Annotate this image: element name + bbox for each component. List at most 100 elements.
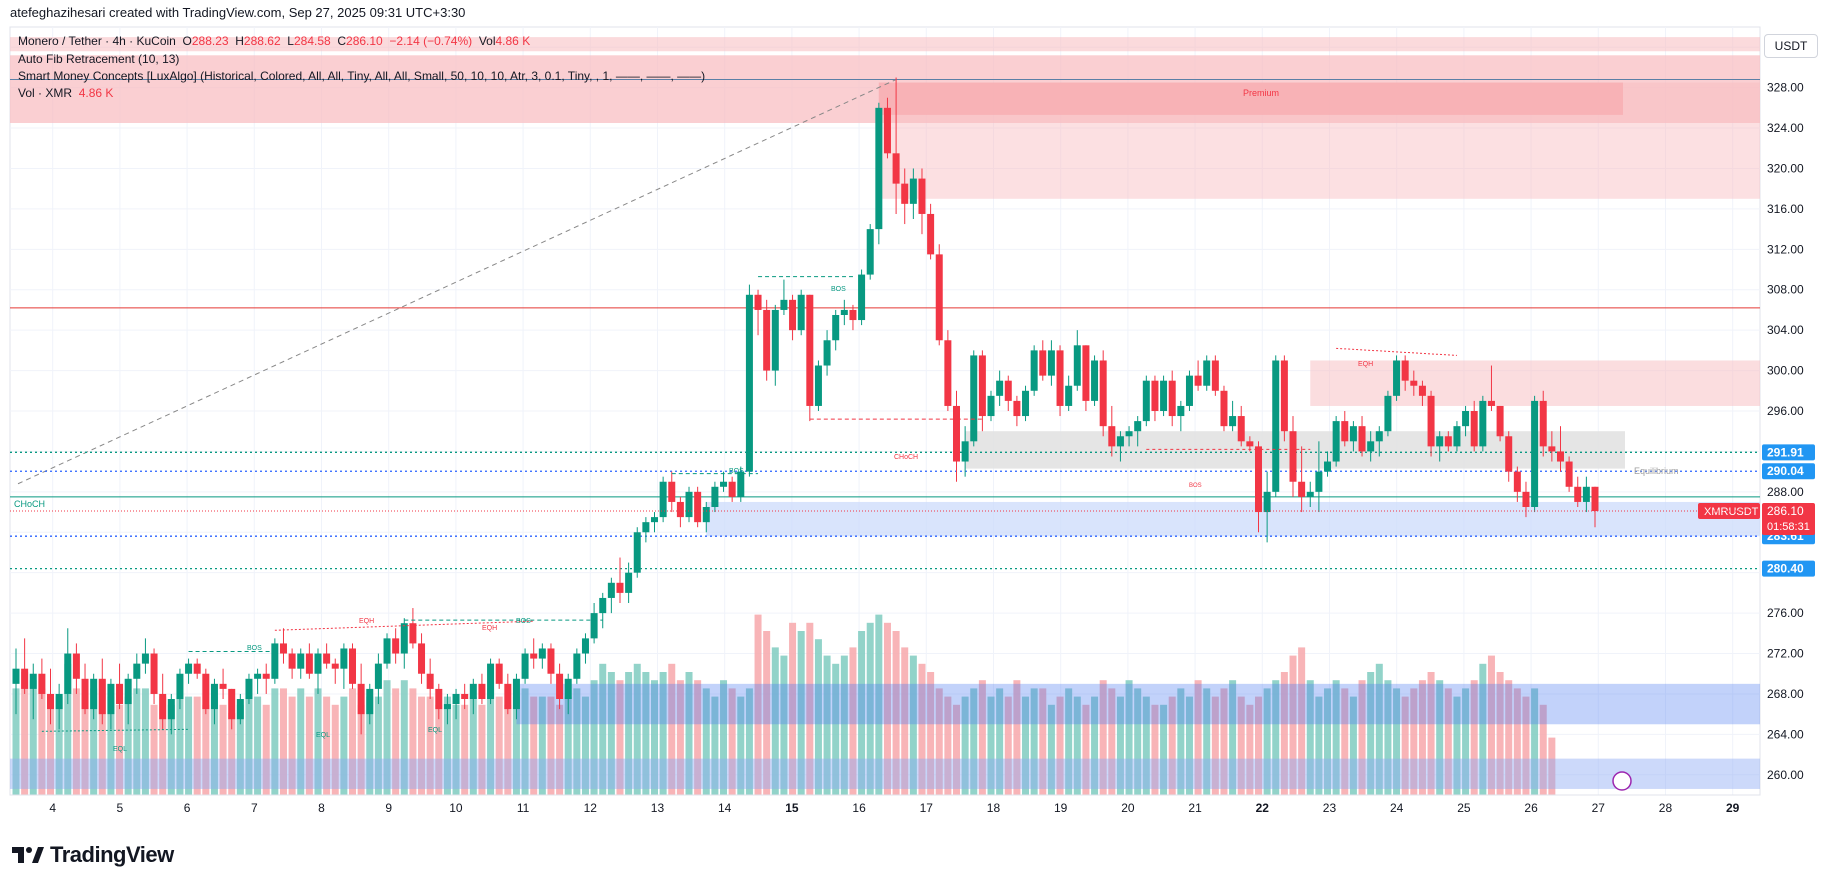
candle-body <box>1185 375 1193 406</box>
candle-body <box>573 653 581 679</box>
eql-label: EQL <box>316 732 330 739</box>
currency-button[interactable]: USDT <box>1764 34 1818 58</box>
volume-bar <box>1289 655 1297 795</box>
candle-body <box>1116 436 1124 447</box>
volume-bar <box>530 696 538 795</box>
volume-bar <box>625 672 633 795</box>
candle-body <box>1574 486 1582 502</box>
candle-body <box>409 623 417 644</box>
volume-bar <box>1358 680 1366 795</box>
volume-bar <box>866 622 874 795</box>
volume-bar <box>1211 696 1219 795</box>
candle-body <box>1047 350 1055 376</box>
volume-bar <box>487 688 495 795</box>
candle-body <box>970 355 978 442</box>
candle-body <box>176 673 184 699</box>
volume-bar <box>262 704 270 795</box>
volume-bar <box>607 672 615 795</box>
candle-body <box>1367 441 1375 452</box>
volume-bar <box>702 688 710 795</box>
x-tick-label: 6 <box>184 801 191 815</box>
attribution: atefeghazihesari created with TradingVie… <box>10 5 466 20</box>
volume-bar <box>556 704 564 795</box>
y-tick-label: 296.00 <box>1767 404 1804 418</box>
fib-indicator-legend[interactable]: Auto Fib Retracement (10, 13) <box>18 52 180 66</box>
eql-label: EQL <box>428 727 442 734</box>
volume-bar <box>1324 688 1332 795</box>
symbol-title[interactable]: Monero / Tether · 4h · KuCoin <box>18 34 176 48</box>
candle-body <box>72 653 80 679</box>
volume-bar <box>789 622 797 795</box>
volume-bar <box>1091 696 1099 795</box>
volume-bar <box>210 696 218 795</box>
volume-bar <box>1427 672 1435 795</box>
eql-label: EQL <box>113 746 127 753</box>
candle-body <box>978 355 986 417</box>
candle-body <box>418 643 426 674</box>
symbol-tag-label: XMRUSDT <box>1704 506 1759 518</box>
candle-body <box>245 678 253 699</box>
candle-body <box>1151 380 1159 411</box>
volume-indicator-legend[interactable]: Vol · XMR 4.86 K <box>18 86 114 100</box>
volume-bar <box>141 688 149 795</box>
volume-bar <box>1401 696 1409 795</box>
equilibrium-label: Equilibrium <box>1634 466 1679 476</box>
candle-body <box>987 395 995 417</box>
candle-body <box>1229 416 1237 427</box>
candle-body <box>1220 390 1228 427</box>
candle-body <box>789 299 797 331</box>
volume-bar <box>72 688 80 795</box>
candle-body <box>426 673 434 689</box>
volume-bar <box>366 696 374 795</box>
volume-bar <box>435 704 443 795</box>
volume-bar <box>737 696 745 795</box>
candle-body <box>185 663 193 674</box>
x-tick-label: 8 <box>318 801 325 815</box>
candle-body <box>737 471 745 497</box>
smc-indicator-legend[interactable]: Smart Money Concepts [LuxAlgo] (Historic… <box>18 69 706 83</box>
volume-bar <box>728 688 736 795</box>
volume-bar <box>918 663 926 795</box>
y-tick-label: 320.00 <box>1767 161 1804 175</box>
volume-bar <box>150 704 158 795</box>
candle-body <box>823 340 831 366</box>
x-tick-label: 15 <box>785 801 799 815</box>
candle-body <box>305 653 313 674</box>
volume-bar <box>961 696 969 795</box>
volume-bar <box>1393 688 1401 795</box>
level-price-tag <box>1762 463 1815 480</box>
premium-label: Premium <box>1243 88 1279 98</box>
tradingview-logo[interactable]: TradingView <box>10 840 174 870</box>
candle-body <box>1194 375 1202 386</box>
volume-bar <box>935 688 943 795</box>
x-tick-label: 22 <box>1256 801 1270 815</box>
volume-bar <box>1306 680 1314 795</box>
x-tick-label: 13 <box>651 801 665 815</box>
x-tick-label: 10 <box>449 801 463 815</box>
candle-body <box>1582 486 1590 502</box>
change-value: −2.14 (−0.74%) <box>389 34 473 48</box>
x-tick-label: 9 <box>385 801 392 815</box>
volume-bar <box>616 680 624 795</box>
volume-bar <box>461 704 469 795</box>
candle-body <box>1004 380 1012 401</box>
candle-body <box>1548 446 1556 452</box>
candle-body <box>47 693 55 710</box>
volume-bar <box>107 696 115 795</box>
candle-body <box>814 365 822 406</box>
candle-body <box>849 309 857 321</box>
resistance-zone <box>1310 360 1760 406</box>
candle-body <box>901 183 909 204</box>
candle-body <box>1496 405 1504 437</box>
candle-body <box>469 683 477 699</box>
volume-bar <box>1229 680 1237 795</box>
candle-body <box>564 678 572 699</box>
candle-body <box>892 153 900 184</box>
x-tick-label: 19 <box>1054 801 1068 815</box>
volume-bar <box>193 696 201 795</box>
candle-body <box>1479 400 1487 447</box>
volume-bar <box>668 663 676 795</box>
x-tick-label: 12 <box>584 801 598 815</box>
y-tick-label: 268.00 <box>1767 687 1804 701</box>
